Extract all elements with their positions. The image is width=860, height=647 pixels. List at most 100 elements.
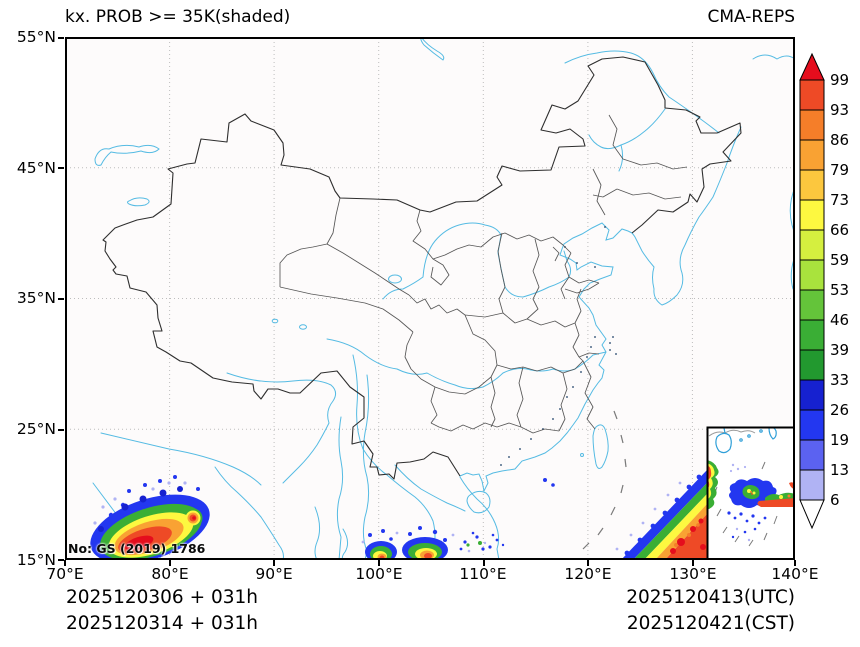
colorbar-label: 13 xyxy=(830,461,850,479)
y-tick-mark xyxy=(58,559,64,561)
colorbar-segment xyxy=(799,259,825,291)
penghu-island xyxy=(580,453,584,457)
colorbar xyxy=(799,52,825,530)
japan-coast xyxy=(789,186,795,290)
colorbar-label: 59 xyxy=(830,251,850,269)
x-tick-label: 100°E xyxy=(355,565,403,583)
x-tick-label: 130°E xyxy=(669,565,717,583)
colorbar-label: 66 xyxy=(830,221,850,239)
colorbar-segment xyxy=(799,139,825,171)
colorbar-label: 79 xyxy=(830,161,850,179)
x-tick-mark xyxy=(794,560,796,566)
inset-water xyxy=(715,428,777,454)
lake-balkhash xyxy=(94,144,160,166)
inset-south-china-sea xyxy=(706,426,795,560)
lake-issyk-kul xyxy=(127,197,150,207)
colorbar-segment xyxy=(799,349,825,381)
prob-region-southeast xyxy=(543,470,707,560)
init-time-cst: 2025120314 + 031h xyxy=(66,613,259,634)
prob-region-indochina xyxy=(361,526,505,560)
colorbar-segment xyxy=(799,169,825,201)
coastal-island-dots xyxy=(500,226,617,466)
y-tick-mark xyxy=(58,37,64,39)
approval-number: No: GS (2019) 1786 xyxy=(68,541,206,556)
x-tick-mark xyxy=(692,560,694,566)
x-tick-mark xyxy=(483,560,485,566)
y-tick-label: 55°N xyxy=(16,28,56,46)
colorbar-label: 73 xyxy=(830,191,850,209)
y-tick-mark xyxy=(58,298,64,300)
sea-of-japan-korea-coast xyxy=(631,126,742,306)
y-tick-mark xyxy=(58,429,64,431)
water-features xyxy=(92,37,795,560)
colorbar-segment xyxy=(799,319,825,351)
colorbar-segment xyxy=(799,109,825,141)
colorbar-label: 53 xyxy=(830,281,850,299)
colorbar-segment xyxy=(799,469,825,501)
y-tick-label: 35°N xyxy=(16,289,56,307)
y-tick-label: 45°N xyxy=(16,159,56,177)
prob-region-south-asia xyxy=(90,475,210,560)
x-tick-mark xyxy=(587,560,589,566)
x-tick-mark xyxy=(64,560,66,566)
red-river xyxy=(394,464,466,512)
nine-dash-line xyxy=(582,410,627,550)
model-label: CMA-REPS xyxy=(707,7,795,27)
vietnam-coast xyxy=(459,476,500,560)
bangladesh-myanmar-coast xyxy=(214,466,284,560)
x-tick-mark xyxy=(169,560,171,566)
taiwan-island xyxy=(592,424,609,469)
colorbar-segment xyxy=(799,379,825,411)
colorbar-label: 26 xyxy=(830,401,850,419)
tibet-lake xyxy=(299,324,307,330)
irrawaddy-river xyxy=(336,416,344,560)
colorbar-label: 33 xyxy=(830,371,850,389)
colorbar-under-arrow xyxy=(799,499,825,530)
x-tick-mark xyxy=(378,560,380,566)
colorbar-label: 46 xyxy=(830,311,850,329)
valid-time-utc: 2025120413(UTC) xyxy=(626,587,795,608)
inset-mainland-coast xyxy=(708,429,756,437)
inset-hainan xyxy=(715,428,732,454)
salween-river xyxy=(362,374,370,560)
colorbar-label: 19 xyxy=(830,431,850,449)
x-tick-label: 90°E xyxy=(255,565,293,583)
hainan-island xyxy=(466,490,491,514)
colorbar-segment xyxy=(799,199,825,231)
x-tick-label: 140°E xyxy=(771,565,819,583)
gridlines xyxy=(66,38,794,559)
x-tick-label: 110°E xyxy=(459,565,507,583)
okhotsk-coast xyxy=(752,54,795,60)
lake-baikal xyxy=(420,37,445,61)
x-tick-label: 70°E xyxy=(46,565,84,583)
province-boundaries xyxy=(279,114,688,434)
x-tick-mark xyxy=(273,560,275,566)
colorbar-label: 99 xyxy=(830,71,850,89)
map-plot xyxy=(65,37,795,560)
yellow-river xyxy=(382,222,572,300)
colorbar-over-arrow xyxy=(799,52,825,81)
y-tick-mark xyxy=(58,167,64,169)
colorbar-label: 39 xyxy=(830,341,850,359)
brahmaputra-river xyxy=(226,372,337,484)
mekong-river xyxy=(352,354,436,560)
y-tick-label: 25°N xyxy=(16,420,56,438)
colorbar-segment xyxy=(799,79,825,111)
colorbar-segment xyxy=(799,409,825,441)
y-tick-label: 15°N xyxy=(16,551,56,569)
colorbar-segment xyxy=(799,289,825,321)
colorbar-segment xyxy=(799,439,825,471)
colorbar-segment xyxy=(799,229,825,261)
colorbar-label: 93 xyxy=(830,101,850,119)
china-coastline xyxy=(459,222,633,493)
inset-taiwan-tip xyxy=(768,428,777,440)
x-tick-label: 120°E xyxy=(564,565,612,583)
colorbar-label: 86 xyxy=(830,131,850,149)
map-frame xyxy=(65,37,795,560)
qinghai-lake xyxy=(388,274,402,284)
colorbar-label: 6 xyxy=(830,491,840,509)
ganges-river xyxy=(100,432,262,486)
tibet-lake xyxy=(271,318,279,324)
plot-title: kx. PROB >= 35K(shaded) xyxy=(65,7,291,27)
